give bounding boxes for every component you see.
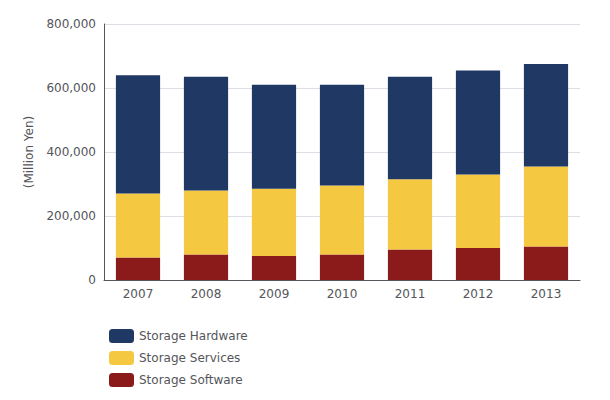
- svg-text:0: 0: [88, 273, 96, 287]
- svg-text:2009: 2009: [259, 287, 290, 301]
- svg-text:400,000: 400,000: [46, 145, 96, 159]
- svg-text:2013: 2013: [531, 287, 562, 301]
- svg-text:2008: 2008: [191, 287, 222, 301]
- svg-text:200,000: 200,000: [46, 209, 96, 223]
- svg-text:(Million Yen): (Million Yen): [22, 116, 36, 189]
- svg-text:2010: 2010: [327, 287, 358, 301]
- svg-text:600,000: 600,000: [46, 81, 96, 95]
- svg-text:Storage Software: Storage Software: [139, 373, 243, 387]
- svg-text:2007: 2007: [123, 287, 154, 301]
- svg-text:2012: 2012: [463, 287, 494, 301]
- svg-text:2011: 2011: [395, 287, 426, 301]
- svg-text:800,000: 800,000: [46, 17, 96, 31]
- svg-text:Storage Services: Storage Services: [139, 351, 240, 365]
- svg-text:Storage Hardware: Storage Hardware: [139, 329, 248, 343]
